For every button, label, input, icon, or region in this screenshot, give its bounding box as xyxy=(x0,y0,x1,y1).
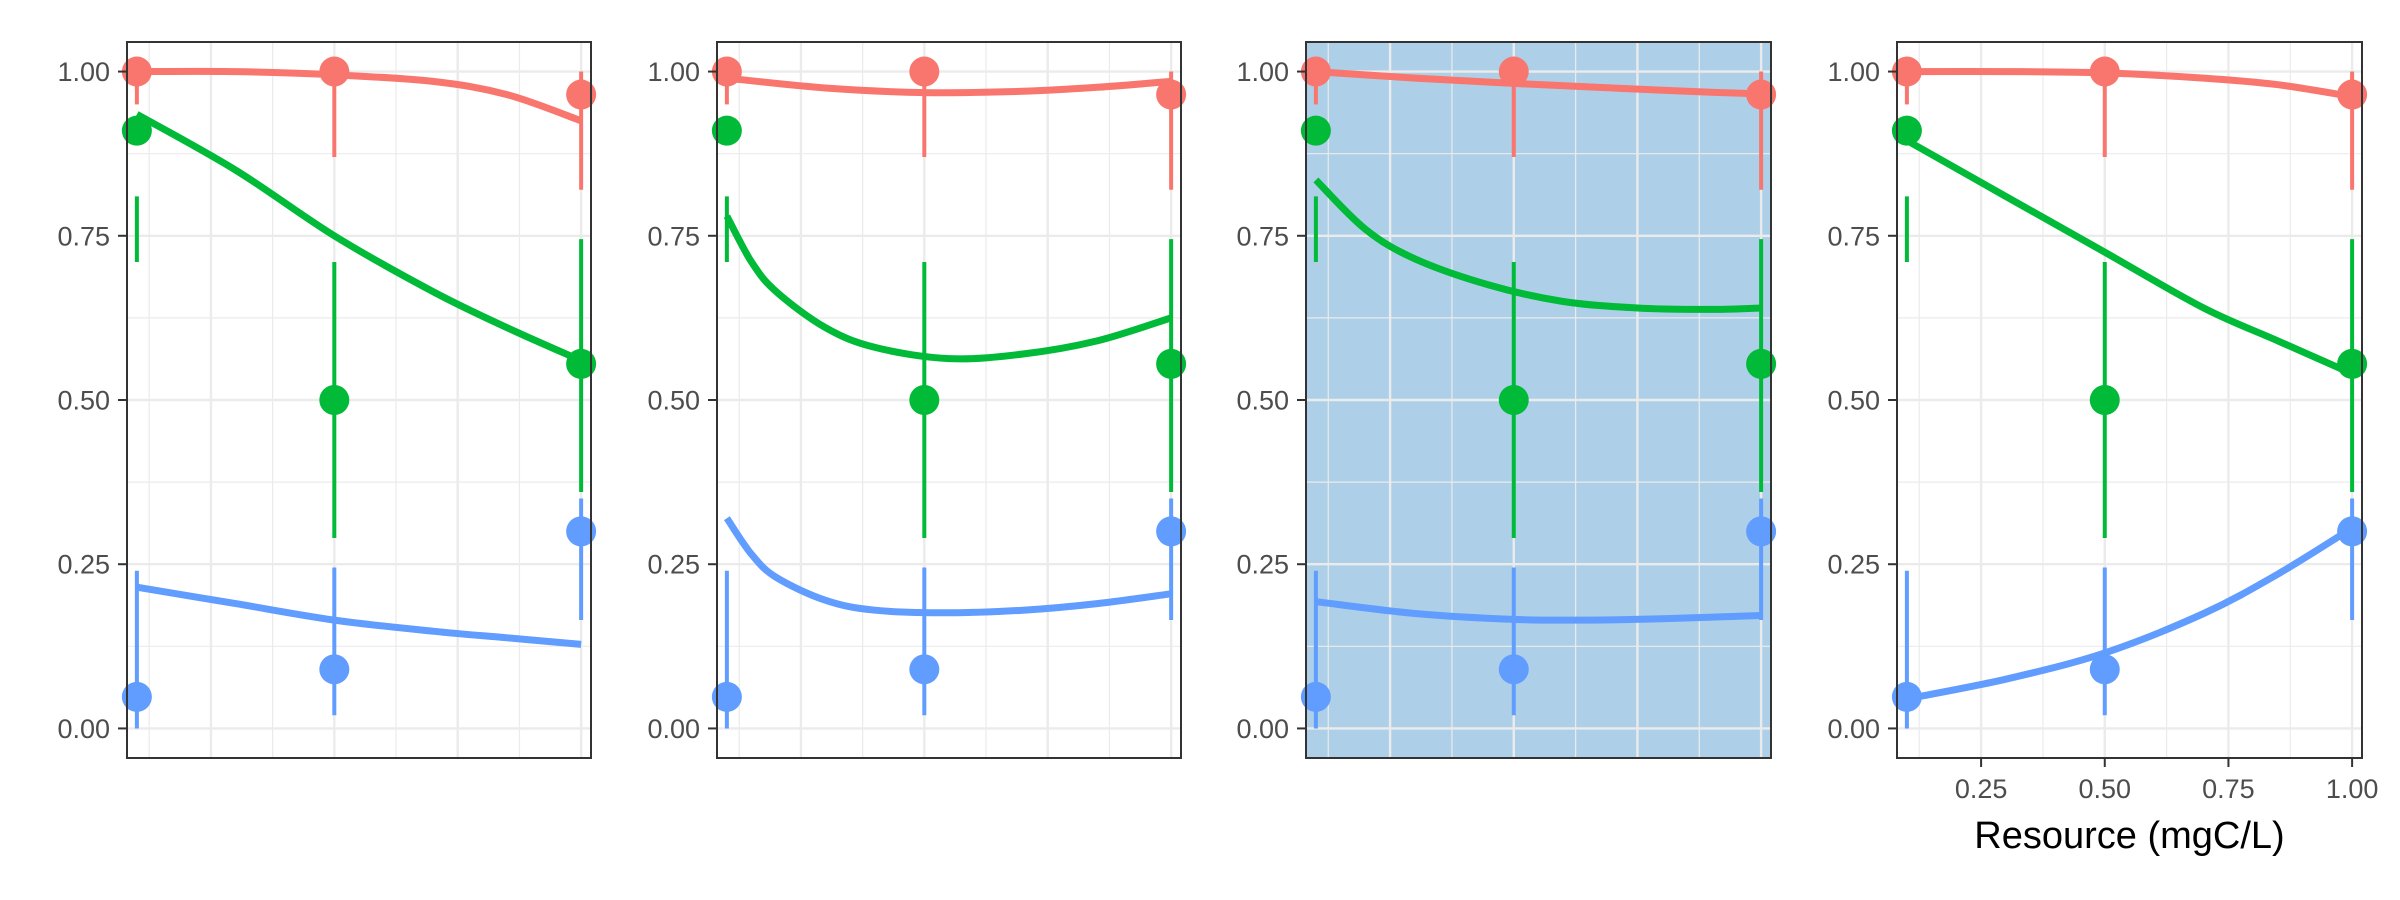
data-point-green xyxy=(909,385,940,415)
data-point-red xyxy=(1300,56,1331,87)
data-point-green xyxy=(319,385,350,415)
fit-curve-blue xyxy=(1315,598,1762,624)
y-tick-label: 1.00 xyxy=(1827,57,1880,87)
data-point-green xyxy=(1300,115,1331,146)
data-point-blue xyxy=(909,654,940,685)
data-point-blue xyxy=(711,681,742,712)
data-point-blue xyxy=(1498,654,1529,685)
fit-curve-red xyxy=(726,74,1172,97)
data-point-blue xyxy=(319,654,350,685)
x-tick-label: 0.25 xyxy=(1955,774,2008,804)
y-tick-label: 0.00 xyxy=(647,714,700,744)
y-tick-label: 0.50 xyxy=(57,386,110,416)
y-tick-label: 1.00 xyxy=(57,57,110,87)
data-point-blue xyxy=(2337,516,2368,547)
fit-curve-green xyxy=(1313,177,1762,313)
panel-1: 0.00 0.25 0.50 0.75 1.00 xyxy=(57,41,597,759)
y-tick-label: 0.00 xyxy=(1827,714,1880,744)
data-point-red xyxy=(1746,79,1777,110)
y-tick-label: 0.25 xyxy=(647,550,700,580)
data-point-green xyxy=(711,115,742,146)
x-tick-label: 1.00 xyxy=(2326,774,2379,804)
data-point-green xyxy=(1498,385,1529,415)
fit-curve-blue xyxy=(136,583,582,648)
y-tick-label: 0.75 xyxy=(647,221,700,251)
data-point-red xyxy=(319,56,350,87)
y-tick-label: 0.75 xyxy=(1827,221,1880,251)
data-point-green xyxy=(2089,385,2120,415)
fit-curve-green xyxy=(1905,137,2354,377)
y-tick-label: 0.00 xyxy=(1236,714,1289,744)
panel-2: 0.00 0.25 0.50 0.75 1.00 xyxy=(647,41,1187,759)
y-tick-label: 0.00 xyxy=(57,714,110,744)
y-tick-label: 1.00 xyxy=(647,57,700,87)
y-tick-label: 0.75 xyxy=(57,221,110,251)
data-point-green xyxy=(1746,348,1777,379)
data-point-red xyxy=(1498,56,1529,87)
data-point-blue xyxy=(1156,516,1187,547)
y-tick-label: 0.50 xyxy=(1827,386,1880,416)
data-point-green xyxy=(1891,115,1922,146)
panel-4: 0.00 0.25 0.50 0.75 1.00 0.25 0.50 0.75 1.00 Reso… xyxy=(1827,41,2379,857)
data-point-red xyxy=(566,79,597,110)
fit-curve-red xyxy=(136,67,583,125)
data-point-blue xyxy=(1891,681,1922,712)
data-point-red xyxy=(2089,56,2120,87)
data-point-blue xyxy=(566,516,597,547)
panel-3: 0.00 0.25 0.50 0.75 1.00 xyxy=(1236,41,1777,759)
data-point-green xyxy=(121,115,152,146)
data-point-green xyxy=(2337,348,2368,379)
y-tick-label: 0.75 xyxy=(1236,221,1289,251)
data-point-green xyxy=(1156,348,1187,379)
x-tick-label: 0.50 xyxy=(2078,774,2131,804)
fit-curve-red xyxy=(1906,67,2353,100)
data-point-blue xyxy=(121,681,152,712)
data-point-red xyxy=(909,56,940,87)
fit-curves xyxy=(723,74,1173,617)
fit-curves xyxy=(1905,67,2354,703)
fit-curves xyxy=(1313,68,1762,624)
data-point-red xyxy=(711,56,742,87)
data-point-red xyxy=(1891,56,1922,87)
fit-curve-red xyxy=(1315,68,1762,98)
y-tick-label: 0.25 xyxy=(57,550,110,580)
fit-curve-green xyxy=(135,111,583,364)
y-tick-label: 0.50 xyxy=(647,386,700,416)
y-tick-label: 1.00 xyxy=(1236,57,1289,87)
fit-curve-green xyxy=(723,214,1173,363)
data-point-blue xyxy=(2089,654,2120,685)
y-tick-label: 0.50 xyxy=(1236,386,1289,416)
data-point-red xyxy=(1156,79,1187,110)
data-point-blue xyxy=(1300,681,1331,712)
y-tick-label: 0.25 xyxy=(1827,550,1880,580)
x-axis-title: Resource (mgC/L) xyxy=(1974,815,2284,857)
fit-curves xyxy=(135,67,583,648)
y-tick-label: 0.25 xyxy=(1236,550,1289,580)
x-tick-label: 0.75 xyxy=(2202,774,2255,804)
data-point-red xyxy=(121,56,152,87)
data-point-green xyxy=(566,348,597,379)
fit-curve-blue xyxy=(723,516,1172,617)
fit-curve-blue xyxy=(1906,525,2354,703)
data-point-red xyxy=(2337,79,2368,110)
data-point-blue xyxy=(1746,516,1777,547)
